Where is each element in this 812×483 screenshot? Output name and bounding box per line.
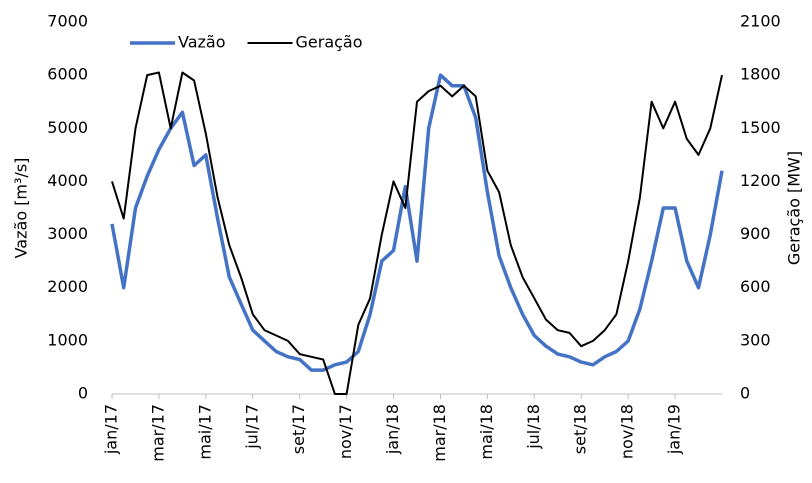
x-tick-label: jul/18	[524, 404, 543, 450]
y-tick-label: 2000	[47, 277, 88, 296]
y2-tick-label: 1200	[740, 171, 781, 190]
y-tick-label: 1000	[47, 330, 88, 349]
y-tick-label: 3000	[47, 224, 88, 243]
x-tick-label: set/17	[289, 404, 308, 454]
x-tick-label: jan/17	[102, 404, 121, 455]
legend-label: Vazão	[178, 33, 226, 52]
x-tick-label: mar/17	[148, 404, 167, 462]
x-tick-label: set/18	[571, 404, 590, 454]
y2-tick-label: 300	[740, 330, 771, 349]
y2-tick-label: 900	[740, 224, 771, 243]
y-tick-label: 0	[78, 384, 88, 403]
y2-axis-title: Geração [MW]	[785, 151, 804, 265]
y-tick-label: 4000	[47, 171, 88, 190]
y2-tick-label: 1500	[740, 118, 781, 137]
y2-tick-label: 600	[740, 277, 771, 296]
series-line	[111, 71, 723, 395]
x-tick-label: jul/17	[242, 404, 261, 450]
x-tick-label: jan/18	[383, 404, 402, 455]
x-tick-label: mar/18	[430, 404, 449, 462]
x-tick-label: mai/17	[195, 404, 214, 460]
legend-label: Geração	[296, 33, 363, 52]
y-tick-label: 5000	[47, 118, 88, 137]
x-tick-label: jan/19	[665, 404, 684, 455]
y-tick-label: 7000	[47, 12, 88, 31]
y2-tick-label: 1800	[740, 65, 781, 84]
y-tick-label: 6000	[47, 65, 88, 84]
series-line	[110, 73, 724, 372]
x-tick-label: nov/18	[618, 404, 637, 459]
x-tick-label: nov/17	[336, 404, 355, 459]
y2-tick-label: 0	[740, 384, 750, 403]
x-tick-label: mai/18	[477, 404, 496, 460]
y-axis-title: Vazão [m³/s]	[12, 158, 31, 259]
y2-tick-label: 2100	[740, 12, 781, 31]
